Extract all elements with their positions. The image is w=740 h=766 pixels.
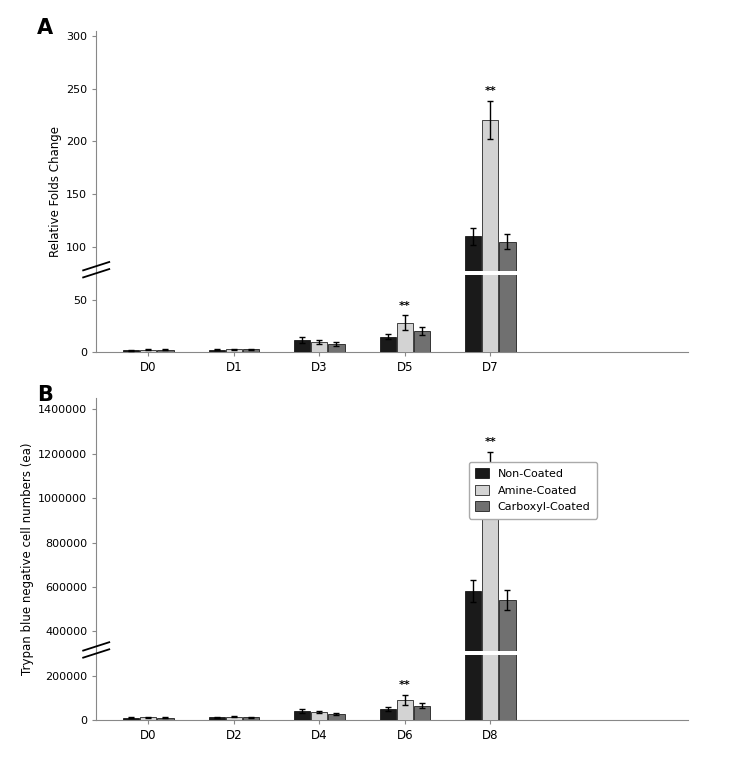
Bar — [312, 342, 327, 352]
Y-axis label: Trypan blue negative cell numbers (ea): Trypan blue negative cell numbers (ea) — [21, 443, 34, 676]
Text: **: ** — [399, 300, 411, 311]
Bar — [158, 350, 174, 352]
Bar — [312, 712, 327, 720]
Text: **: ** — [485, 87, 497, 97]
Bar — [405, 651, 662, 655]
Bar — [482, 476, 499, 720]
Bar — [397, 700, 413, 720]
Bar — [329, 344, 345, 352]
Text: B: B — [37, 385, 53, 405]
Bar — [209, 718, 225, 720]
Bar — [294, 339, 310, 352]
Bar — [243, 349, 259, 352]
Bar — [294, 711, 310, 720]
Bar — [329, 714, 345, 720]
Text: **: ** — [399, 680, 411, 690]
Bar — [482, 120, 499, 352]
Text: **: ** — [485, 437, 497, 447]
Bar — [414, 331, 430, 352]
Bar — [140, 350, 156, 352]
Legend: Non-Coated, Amine-Coated, Carboxyl-Coated: Non-Coated, Amine-Coated, Carboxyl-Coate… — [469, 462, 597, 519]
Bar — [380, 336, 396, 352]
Bar — [140, 718, 156, 720]
Bar — [397, 322, 413, 352]
Bar — [123, 350, 139, 352]
Bar — [465, 237, 481, 352]
Bar — [226, 349, 242, 352]
Bar — [414, 705, 430, 720]
Text: A: A — [37, 18, 53, 38]
Bar — [500, 601, 516, 720]
Bar — [123, 718, 139, 720]
Bar — [209, 350, 225, 352]
Bar — [405, 270, 662, 275]
Bar — [158, 718, 174, 720]
Bar — [380, 709, 396, 720]
Y-axis label: Relative Folds Change: Relative Folds Change — [49, 126, 62, 257]
Bar — [500, 241, 516, 352]
Bar — [226, 717, 242, 720]
Bar — [243, 718, 259, 720]
Bar — [465, 591, 481, 720]
